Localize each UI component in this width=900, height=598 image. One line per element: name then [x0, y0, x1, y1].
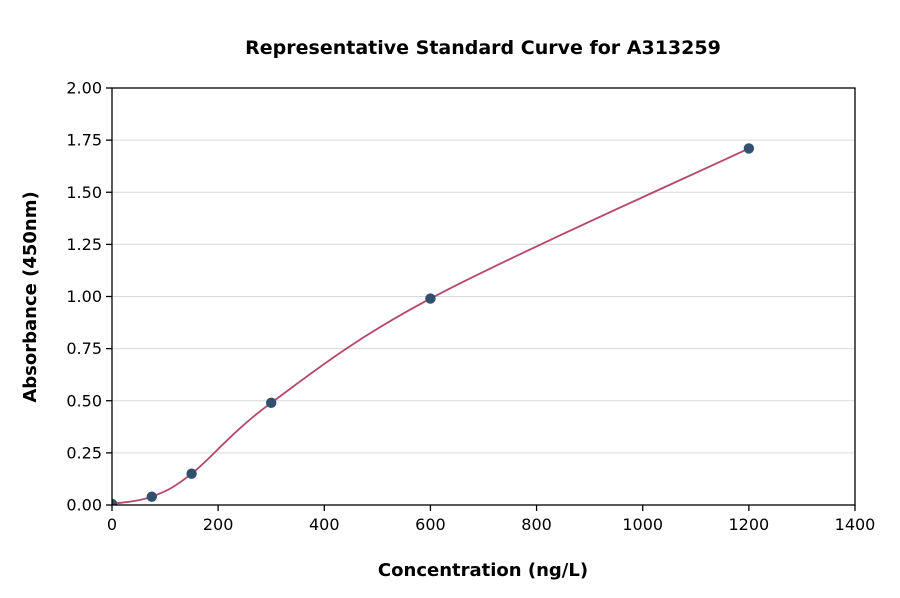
- data-point: [425, 293, 436, 304]
- x-tick-label: 200: [203, 515, 234, 534]
- x-tick-label: 400: [309, 515, 340, 534]
- x-tick-label: 1400: [835, 515, 876, 534]
- y-axis-label: Absorbance (450nm): [20, 191, 41, 402]
- x-tick-label: 600: [415, 515, 446, 534]
- y-tick-label: 0.00: [66, 496, 102, 515]
- y-tick-label: 1.25: [66, 235, 102, 254]
- data-point: [112, 498, 118, 505]
- y-tick-label: 0.75: [66, 339, 102, 358]
- x-tick-label: 0: [107, 515, 117, 534]
- tick-marks: [106, 87, 856, 511]
- fit-curve: [112, 147, 750, 505]
- x-tick-label: 1000: [622, 515, 663, 534]
- y-tick-label: 0.25: [66, 443, 102, 462]
- x-axis-label: Concentration (ng/L): [378, 560, 588, 581]
- y-tick-labels: 0.00 0.25 0.50 0.75 1.00 1.25 1.50 1.75 2.00: [66, 79, 102, 515]
- x-tick-label: 1200: [728, 515, 769, 534]
- y-tick-label: 1.75: [66, 131, 102, 150]
- x-tick-label: 800: [521, 515, 552, 534]
- data-points: [112, 143, 755, 505]
- data-point: [743, 143, 755, 154]
- data-point: [186, 468, 197, 479]
- chart-title: Representative Standard Curve for A31325…: [245, 37, 721, 59]
- y-tick-label: 1.00: [66, 287, 102, 306]
- plot-generated: 0 200 400 600 800 1000 1200 1400 0.00 0.25 0.50 0.7…: [66, 79, 875, 535]
- y-tick-label: 1.50: [66, 183, 102, 202]
- data-point: [266, 397, 277, 409]
- data-point: [146, 491, 158, 502]
- x-tick-labels: 0 200 400 600 800 1000 1200 1400: [107, 515, 875, 534]
- y-tick-label: 0.50: [66, 391, 102, 410]
- y-tick-label: 2.00: [66, 79, 102, 98]
